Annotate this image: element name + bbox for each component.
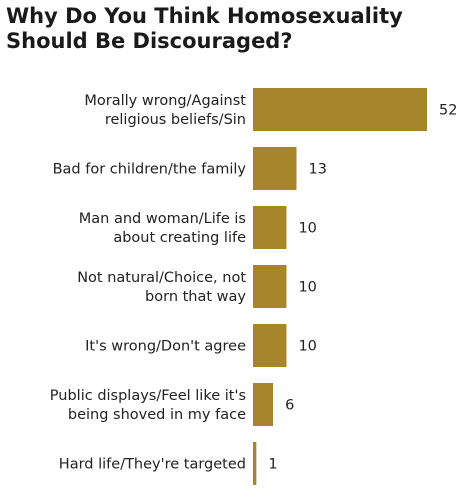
- bar-1: [253, 88, 427, 131]
- category-label-4-line-1: Not natural/Choice, not: [77, 270, 246, 286]
- category-label-1-line-1: Morally wrong/Against: [84, 93, 246, 109]
- chart-title-line-2: Should Be Discouraged?: [6, 29, 293, 53]
- category-label-6: Public displays/Feel like it's being shov…: [50, 388, 246, 423]
- value-label-6: 6: [285, 398, 294, 414]
- value-label-2: 13: [309, 162, 327, 178]
- value-label-4: 10: [298, 280, 316, 296]
- chart-title: Why Do You Think Homosexuality Should Be…: [6, 4, 462, 54]
- category-label-5: It's wrong/Don't agree: [85, 339, 246, 355]
- category-label-4: Not natural/Choice, not born that way: [77, 270, 246, 305]
- category-label-2: Bad for children/the family: [53, 162, 247, 178]
- value-label-1: 52: [439, 103, 457, 119]
- category-label-1: Morally wrong/Against religious beliefs/S…: [84, 93, 246, 128]
- value-label-3: 10: [298, 221, 316, 237]
- category-label-3-line-2: about creating life: [113, 230, 246, 246]
- category-label-4-line-2: born that way: [145, 289, 246, 305]
- category-label-3-line-1: Man and woman/Life is: [79, 211, 246, 227]
- value-label-5: 10: [298, 339, 316, 355]
- bar-4: [253, 265, 287, 308]
- chart-title-line-1: Why Do You Think Homosexuality: [6, 4, 403, 28]
- bar-6: [253, 383, 274, 426]
- category-label-1-line-2: religious beliefs/Sin: [105, 112, 246, 128]
- bar-7: [253, 442, 257, 485]
- category-label-6-line-2: being shoved in my face: [68, 407, 246, 423]
- bar-2: [253, 147, 297, 190]
- category-label-7: Hard life/They're targeted: [59, 457, 246, 473]
- value-label-7: 1: [268, 457, 277, 473]
- bar-3: [253, 206, 287, 249]
- bar-5: [253, 324, 287, 367]
- category-label-5-line-1: It's wrong/Don't agree: [85, 339, 246, 355]
- category-label-2-line-1: Bad for children/the family: [53, 162, 247, 178]
- category-label-3: Man and woman/Life is about creating life: [79, 211, 246, 246]
- category-label-6-line-1: Public displays/Feel like it's: [50, 388, 246, 404]
- category-label-7-line-1: Hard life/They're targeted: [59, 457, 246, 473]
